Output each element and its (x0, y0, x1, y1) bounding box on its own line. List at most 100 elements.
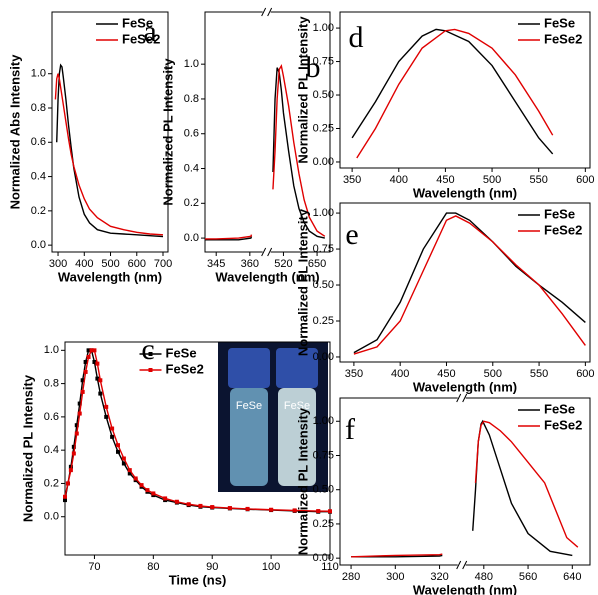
data-line (356, 28, 554, 159)
axis-break-gap (457, 395, 466, 401)
data-marker (83, 369, 88, 374)
x-tick-label: 600 (576, 368, 594, 380)
axis-break (456, 393, 468, 403)
data-marker (98, 391, 103, 396)
y-tick-label: 0.4 (44, 444, 59, 456)
legend-label: FeSe (544, 15, 575, 30)
x-tick-label: 345 (207, 258, 225, 270)
data-line (351, 420, 579, 558)
inset-label: FeSe (236, 400, 262, 412)
x-tick-label: 560 (519, 571, 537, 583)
y-tick-label: 1.0 (184, 58, 199, 70)
panel: 0.00 0.25 0.50 0.75 1.00 350 400 450 500 550 600 Wa… (295, 11, 595, 200)
legend-label: FeSe2 (122, 31, 160, 46)
panel-label: f (345, 413, 355, 446)
data-line (205, 64, 326, 240)
legend-marker (148, 352, 153, 356)
y-tick-label: 1.00 (313, 415, 334, 427)
panel-label: e (345, 218, 358, 251)
y-tick-label: 0.75 (313, 449, 334, 461)
data-marker (110, 434, 115, 439)
data-marker (98, 378, 103, 383)
data-marker (133, 476, 138, 481)
x-tick-label: 650 (308, 258, 326, 270)
y-axis-title: Normalized PL Intensity (295, 208, 310, 356)
data-line (54, 73, 164, 236)
x-tick-label: 70 (88, 561, 100, 573)
y-tick-label: 0.8 (31, 102, 46, 114)
data-marker (139, 483, 144, 488)
data-marker (80, 389, 85, 394)
legend-label: FeSe2 (544, 31, 582, 46)
x-tick-label: 450 (436, 174, 454, 186)
plot-frame (339, 11, 591, 169)
y-tick-label: 0.50 (313, 279, 334, 291)
legend-label: FeSe (544, 206, 575, 221)
x-tick-label: 550 (530, 174, 548, 186)
x-tick-label: 400 (391, 368, 409, 380)
data-marker (77, 411, 82, 416)
y-tick-label: 0.2 (184, 197, 199, 209)
panel: 0.00 0.25 0.50 0.75 1.00 280 300 320 480 560 640 Wa… (295, 393, 591, 595)
data-marker (71, 444, 76, 449)
data-line (205, 67, 325, 241)
y-axis-title: Normalized PL Intensity (295, 407, 310, 555)
inset-label: FeSe (284, 400, 310, 412)
y-tick-label: 0.0 (44, 511, 59, 523)
y-tick-label: 0.2 (44, 477, 59, 489)
panel: 0.00 0.25 0.50 0.75 1.00 350 400 450 500 550 600 Wa… (295, 202, 595, 394)
data-marker (71, 451, 76, 456)
data-marker (245, 506, 250, 511)
data-marker (121, 461, 126, 466)
x-tick-label: 350 (345, 368, 363, 380)
y-tick-label: 0.8 (44, 378, 59, 390)
x-tick-label: 300 (49, 258, 67, 270)
y-tick-label: 0.00 (313, 351, 334, 363)
panel-label: d (349, 21, 364, 54)
axis-break (261, 7, 273, 17)
data-marker (198, 503, 203, 508)
data-line (351, 419, 573, 558)
y-tick-label: 0.75 (313, 55, 334, 67)
legend-label: FeSe2 (544, 417, 582, 432)
y-axis-title: Normalized PL Intensity (295, 16, 310, 164)
panel: 0.0 0.2 0.4 0.6 0.8 1.0 345 360 520 650Wavelength… (160, 7, 331, 284)
y-tick-label: 0.25 (313, 518, 334, 530)
legend-label: FeSe2 (166, 361, 204, 376)
y-tick-label: 0.25 (313, 122, 334, 134)
x-axis-title: Wavelength (nm) (413, 582, 517, 595)
x-axis-title: Wavelength (nm) (413, 185, 517, 200)
panel-label: b (306, 51, 321, 84)
vial-cap (228, 348, 270, 388)
x-tick-label: 320 (430, 571, 448, 583)
y-tick-label: 0.6 (44, 411, 59, 423)
x-tick-label: 90 (206, 561, 218, 573)
data-marker (86, 354, 91, 359)
y-tick-label: 0.8 (184, 93, 199, 105)
data-marker (77, 401, 82, 406)
legend-label: FeSe (544, 401, 575, 416)
x-tick-label: 360 (241, 258, 259, 270)
y-tick-label: 0.50 (313, 484, 334, 496)
data-marker (174, 499, 179, 504)
data-marker (269, 507, 274, 512)
x-tick-label: 520 (274, 258, 292, 270)
x-tick-label: 400 (75, 258, 93, 270)
data-marker (127, 471, 132, 476)
axis-break (456, 560, 468, 570)
x-tick-label: 640 (563, 571, 581, 583)
x-tick-label: 600 (576, 174, 594, 186)
x-tick-label: 500 (101, 258, 119, 270)
data-marker (116, 449, 120, 454)
data-marker (163, 496, 168, 501)
y-tick-label: 0.50 (313, 89, 334, 101)
data-marker (65, 481, 70, 486)
y-tick-label: 0.0 (184, 232, 199, 244)
y-axis-title: Normalized PL Intensity (160, 58, 175, 206)
data-marker (104, 404, 109, 409)
y-tick-label: 0.4 (31, 170, 46, 182)
y-axis-title: Normalized PL Intensity (20, 374, 35, 522)
x-tick-label: 500 (483, 174, 501, 186)
data-marker (92, 359, 97, 364)
data-marker (63, 494, 67, 499)
